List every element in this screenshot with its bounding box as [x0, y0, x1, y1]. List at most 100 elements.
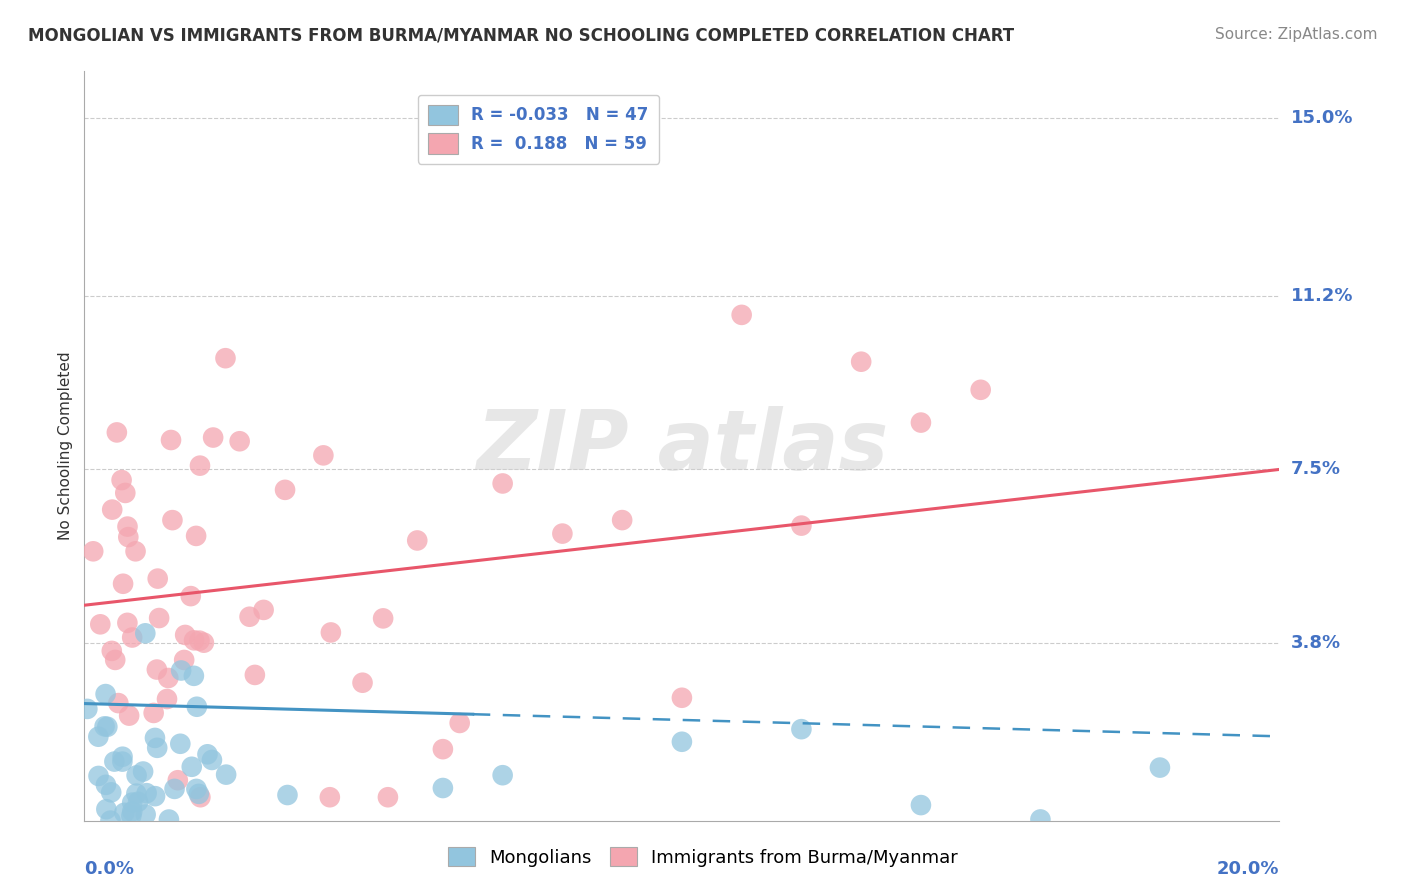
Point — [163, 781, 186, 796]
Point — [406, 533, 429, 548]
Text: 20.0%: 20.0% — [1218, 860, 1279, 878]
Point — [188, 633, 211, 648]
Point — [183, 669, 205, 683]
Point — [312, 449, 335, 463]
Point — [143, 789, 166, 804]
Point — [157, 671, 180, 685]
Point — [1149, 761, 1171, 775]
Point — [156, 692, 179, 706]
Point — [87, 769, 110, 783]
Point — [492, 476, 515, 491]
Point — [186, 699, 208, 714]
Point — [169, 737, 191, 751]
Legend: Mongolians, Immigrants from Burma/Myanmar: Mongolians, Immigrants from Burma/Myanma… — [440, 840, 966, 874]
Point — [107, 696, 129, 710]
Point — [352, 675, 374, 690]
Point — [671, 690, 693, 705]
Point — [76, 702, 98, 716]
Point — [96, 720, 118, 734]
Point — [111, 755, 134, 769]
Text: 3.8%: 3.8% — [1291, 633, 1341, 652]
Point — [377, 790, 399, 805]
Point — [121, 631, 143, 645]
Point — [143, 731, 166, 745]
Point — [180, 760, 202, 774]
Point — [790, 518, 813, 533]
Point — [121, 805, 143, 819]
Point — [117, 615, 139, 630]
Point — [135, 807, 157, 822]
Point — [851, 355, 873, 369]
Point — [104, 653, 127, 667]
Point — [190, 790, 212, 805]
Point — [105, 425, 128, 440]
Point — [96, 802, 118, 816]
Point — [551, 526, 574, 541]
Point — [142, 706, 165, 720]
Point — [197, 747, 219, 762]
Point — [112, 805, 135, 820]
Point — [183, 633, 205, 648]
Point — [214, 351, 236, 366]
Point — [146, 663, 169, 677]
Text: 11.2%: 11.2% — [1291, 287, 1353, 305]
Point — [148, 611, 170, 625]
Point — [100, 814, 122, 828]
Point — [117, 530, 139, 544]
Point — [215, 767, 238, 781]
Point — [432, 780, 454, 795]
Text: Source: ZipAtlas.com: Source: ZipAtlas.com — [1215, 27, 1378, 42]
Point — [125, 768, 148, 782]
Point — [180, 589, 202, 603]
Point — [671, 735, 693, 749]
Point — [118, 708, 141, 723]
Point — [146, 740, 169, 755]
Point — [125, 787, 148, 801]
Legend: R = -0.033   N = 47, R =  0.188   N = 59: R = -0.033 N = 47, R = 0.188 N = 59 — [418, 95, 659, 163]
Point — [492, 768, 515, 782]
Point — [101, 502, 124, 516]
Point — [114, 486, 136, 500]
Point — [276, 788, 298, 802]
Point — [188, 458, 211, 473]
Point — [202, 431, 225, 445]
Point — [134, 626, 156, 640]
Point — [170, 664, 193, 678]
Point — [373, 611, 395, 625]
Point — [127, 795, 149, 809]
Point — [228, 434, 250, 449]
Point — [612, 513, 634, 527]
Point — [449, 716, 471, 731]
Point — [243, 668, 266, 682]
Point — [135, 786, 157, 800]
Point — [253, 603, 276, 617]
Point — [132, 764, 155, 779]
Point — [731, 308, 754, 322]
Point — [201, 753, 224, 767]
Y-axis label: No Schooling Completed: No Schooling Completed — [58, 351, 73, 541]
Point — [184, 529, 207, 543]
Point — [121, 796, 143, 810]
Point — [160, 433, 183, 447]
Point — [112, 576, 135, 591]
Point — [166, 773, 188, 788]
Point — [790, 722, 813, 736]
Point — [146, 572, 169, 586]
Point — [174, 628, 197, 642]
Point — [87, 730, 110, 744]
Point — [319, 625, 342, 640]
Point — [94, 687, 117, 701]
Point — [82, 544, 104, 558]
Point — [94, 778, 117, 792]
Text: 0.0%: 0.0% — [84, 860, 135, 878]
Text: 7.5%: 7.5% — [1291, 460, 1340, 478]
Point — [111, 749, 134, 764]
Point — [238, 609, 260, 624]
Point — [101, 644, 124, 658]
Point — [274, 483, 297, 497]
Point — [173, 653, 195, 667]
Point — [117, 519, 139, 533]
Point — [910, 798, 932, 813]
Point — [100, 785, 122, 799]
Point — [157, 813, 180, 827]
